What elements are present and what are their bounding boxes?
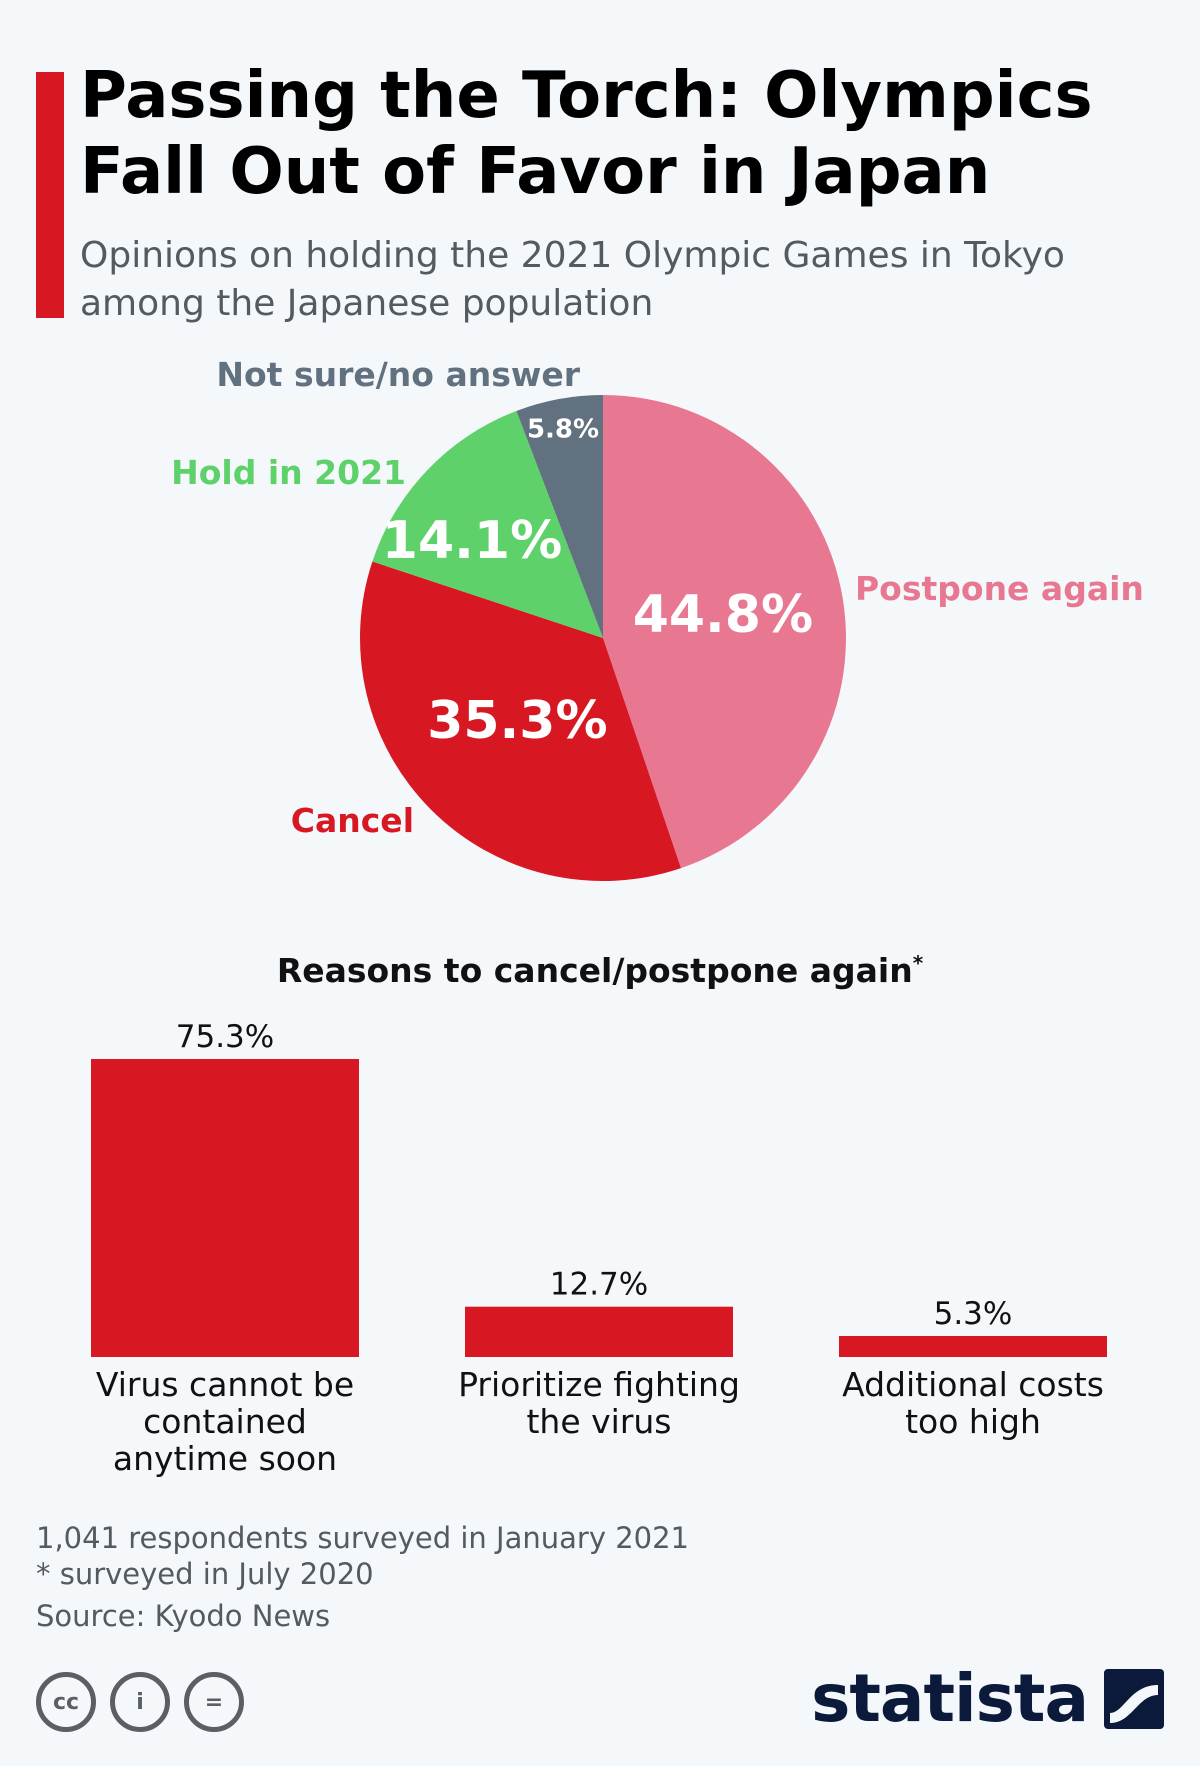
bar-category-label-additional-costs: Additional costs too high bbox=[842, 1365, 1104, 1441]
bar-category-label-prioritize-fighting: Prioritize fighting the virus bbox=[458, 1365, 740, 1441]
pie-category-label-postpone-again: Postpone again bbox=[855, 569, 1144, 608]
cc-icon[interactable]: cc bbox=[36, 1672, 96, 1732]
bar-value-label-virus-not-contained: 75.3% bbox=[176, 1019, 274, 1055]
pie-category-label-cancel: Cancel bbox=[291, 801, 414, 840]
pie-category-label-hold-in-2021: Hold in 2021 bbox=[171, 453, 406, 492]
bar-value-label-additional-costs: 5.3% bbox=[934, 1296, 1013, 1332]
bar-category-label-line: the virus bbox=[526, 1402, 671, 1441]
pie-slice-postpone-again bbox=[603, 395, 846, 869]
pie-value-label-postpone-again: 44.8% bbox=[633, 585, 813, 645]
pie-value-label-hold-in-2021: 14.1% bbox=[382, 511, 562, 571]
bar-chart-title-marker: * bbox=[912, 951, 924, 975]
pie-slice-not-sure bbox=[516, 395, 603, 638]
pie-slice-cancel bbox=[360, 561, 681, 881]
chart-title: Passing the Torch: Olympics Fall Out of … bbox=[80, 59, 1093, 209]
bar-prioritize-fighting bbox=[465, 1306, 733, 1357]
no-derivatives-icon[interactable]: = bbox=[184, 1672, 244, 1732]
logo-text: statista bbox=[811, 1660, 1089, 1737]
bar-virus-not-contained bbox=[91, 1059, 359, 1357]
accent-bar bbox=[36, 72, 64, 318]
bar-value-label-prioritize-fighting: 12.7% bbox=[550, 1267, 648, 1303]
logo-mark-icon bbox=[1104, 1668, 1164, 1729]
pie-value-label-not-sure: 5.8% bbox=[527, 415, 599, 445]
bar-category-label-line: too high bbox=[905, 1402, 1041, 1441]
bar-chart-title-text: Reasons to cancel/postpone again bbox=[276, 951, 913, 990]
bar-category-label-line: Additional costs bbox=[842, 1365, 1104, 1404]
pie-category-label-not-sure: Not sure/no answer bbox=[216, 355, 580, 394]
license-icons: cc i = bbox=[36, 1672, 244, 1732]
chart-subtitle: Opinions on holding the 2021 Olympic Gam… bbox=[80, 235, 1065, 324]
bar-category-label-virus-not-contained: Virus cannot be contained anytime soon bbox=[96, 1365, 354, 1478]
footnote-survey-date: * surveyed in July 2020 bbox=[36, 1557, 374, 1591]
bar-category-label-line: Prioritize fighting bbox=[458, 1365, 740, 1404]
pie-value-label-cancel: 35.3% bbox=[427, 691, 607, 751]
bar-category-label-line: Virus cannot be bbox=[96, 1365, 354, 1404]
footnotes: 1,041 respondents surveyed in January 20… bbox=[36, 1520, 689, 1634]
attribution-icon[interactable]: i bbox=[110, 1672, 170, 1732]
statista-logo[interactable]: statista bbox=[811, 1660, 1164, 1737]
bar-chart-title: Reasons to cancel/postpone again* bbox=[0, 951, 1200, 990]
source-note: Source: Kyodo News bbox=[36, 1599, 331, 1633]
bar-category-label-line: contained bbox=[143, 1402, 307, 1441]
footnote-respondents: 1,041 respondents surveyed in January 20… bbox=[36, 1521, 689, 1555]
pie-slice-hold-in-2021 bbox=[372, 410, 603, 638]
bar-chart: 75.3% Virus cannot be contained anytime soo… bbox=[91, 1019, 1107, 1478]
bar-category-label-line: anytime soon bbox=[113, 1439, 337, 1478]
bar-additional-costs bbox=[839, 1336, 1107, 1357]
pie-chart: 44.8% Postpone again 35.3% Cancel 14.1% Hold … bbox=[171, 355, 1144, 881]
